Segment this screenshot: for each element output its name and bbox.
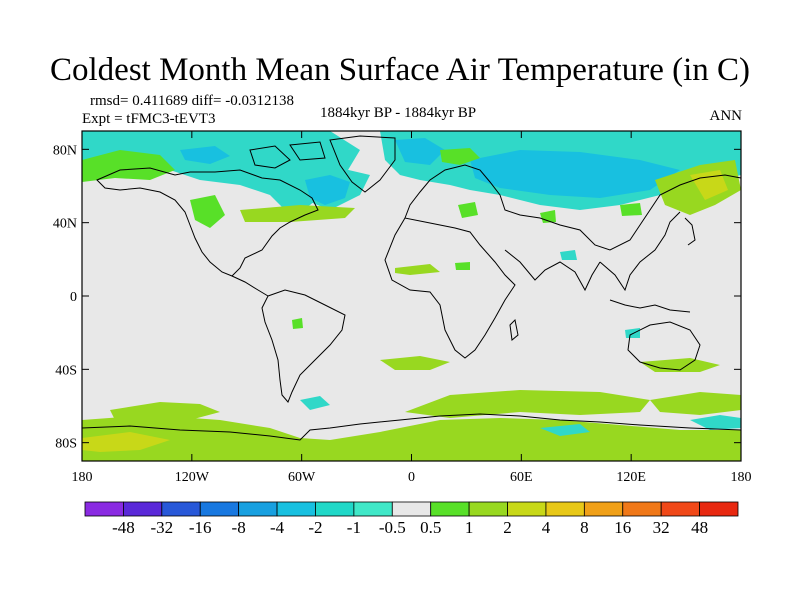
field-cyan-antarctic-bay bbox=[540, 424, 590, 436]
latitude-ticks: 80N 40N 0 40S 80S bbox=[53, 143, 741, 452]
field-green-south-atlantic bbox=[380, 356, 450, 370]
lat-tick-label: 40N bbox=[53, 217, 77, 232]
colorbar-swatch bbox=[622, 501, 662, 517]
field-green-barents bbox=[440, 148, 480, 165]
colorbar-label: 48 bbox=[691, 518, 708, 537]
field-cyan-australia bbox=[625, 328, 640, 338]
coast-canadian-arctic bbox=[249, 141, 326, 169]
lon-tick-label: 120W bbox=[175, 470, 210, 485]
field-cyan-arabia bbox=[560, 250, 577, 260]
coast-southeast-asia bbox=[599, 211, 681, 292]
field-blue-arctic-small bbox=[180, 146, 230, 164]
field-green-north-america bbox=[190, 195, 225, 228]
colorbar-label: 32 bbox=[653, 518, 670, 537]
field-green-southern-ocean-east bbox=[405, 390, 650, 418]
field-cyan-arctic-west bbox=[82, 131, 360, 215]
stats-label: rmsd= 0.411689 diff= -0.0312138 bbox=[90, 93, 294, 109]
colorbar-swatch bbox=[699, 501, 739, 517]
lon-tick-label: 180 bbox=[72, 470, 93, 485]
field-green-alaska bbox=[82, 150, 175, 182]
lat-tick-label: 0 bbox=[70, 290, 77, 305]
field-green-asia-2 bbox=[620, 203, 642, 216]
coast-indonesia bbox=[609, 299, 691, 313]
colorbar-swatch bbox=[507, 501, 547, 517]
colorbar-swatch bbox=[430, 501, 470, 517]
season-label: ANN bbox=[709, 108, 743, 124]
lat-tick-label: 40S bbox=[55, 363, 77, 378]
field-green-sa bbox=[292, 318, 303, 329]
longitude-ticks: 180 120W 60W 0 60E 120E 180 bbox=[72, 131, 752, 485]
colorbar-swatch bbox=[468, 501, 508, 517]
colorbar-swatch bbox=[315, 501, 355, 517]
lon-tick-label: 120E bbox=[616, 470, 646, 485]
lon-tick-label: 60W bbox=[288, 470, 316, 485]
coast-arabia-india bbox=[504, 249, 601, 292]
experiment-label: Expt = tFMC3-tEVT3 bbox=[82, 111, 216, 127]
colorbar-label: -32 bbox=[150, 518, 173, 537]
colorbar-label: 8 bbox=[580, 518, 589, 537]
colorbar-label: 4 bbox=[542, 518, 551, 537]
colorbar-label: -1 bbox=[347, 518, 361, 537]
colorbar-label: -8 bbox=[232, 518, 246, 537]
coast-north-america bbox=[96, 167, 319, 277]
colorbar: -48 -32 -16 -8 -4 -2 -1 -0.5 0.5 1 2 4 8 16 32 48 bbox=[84, 501, 739, 537]
coast-japan bbox=[684, 217, 696, 246]
period-label: 1884kyr BP - 1884kyr BP bbox=[320, 105, 477, 121]
field-yellow-kamchatka bbox=[690, 170, 728, 200]
field-blue-canada bbox=[305, 175, 350, 205]
colorbar-swatch bbox=[123, 501, 163, 517]
colorbar-label: -4 bbox=[270, 518, 285, 537]
field-blue-greenland bbox=[395, 138, 445, 165]
lon-tick-label: 60E bbox=[510, 470, 533, 485]
colorbar-swatch bbox=[583, 501, 624, 517]
colorbar-label: 1 bbox=[465, 518, 474, 537]
colorbar-swatch bbox=[391, 501, 432, 517]
page-title: Coldest Month Mean Surface Air Temperatu… bbox=[50, 52, 750, 88]
lat-tick-label: 80N bbox=[53, 143, 77, 158]
colorbar-swatch bbox=[660, 501, 700, 517]
colorbar-label: -2 bbox=[308, 518, 322, 537]
field-blue-siberia bbox=[470, 150, 680, 198]
colorbar-swatch bbox=[276, 501, 316, 517]
colorbar-swatch bbox=[199, 501, 240, 517]
field-cyan-weddell bbox=[300, 396, 330, 410]
coast-greenland bbox=[329, 135, 396, 193]
field-green-southern-ocean-far-east bbox=[650, 392, 741, 415]
coast-africa bbox=[384, 217, 516, 359]
coast-europe bbox=[404, 164, 741, 251]
field-green-europe bbox=[458, 202, 478, 218]
field-green-africa bbox=[455, 262, 470, 270]
lon-tick-label: 0 bbox=[408, 470, 415, 485]
lon-tick-label: 180 bbox=[731, 470, 752, 485]
field-yellow-antarctica bbox=[82, 432, 170, 452]
coast-south-america bbox=[261, 289, 346, 403]
colorbar-label: 2 bbox=[503, 518, 512, 537]
field-green-atlantic bbox=[240, 205, 355, 222]
coast-antarctica bbox=[82, 413, 741, 441]
field-cyan-ross bbox=[690, 415, 741, 430]
coastlines bbox=[82, 135, 741, 441]
colorbar-label: -16 bbox=[189, 518, 212, 537]
colorbar-swatch bbox=[545, 501, 585, 517]
colorbar-swatch bbox=[161, 501, 201, 517]
coast-central-america bbox=[231, 275, 269, 297]
colorbar-label: -48 bbox=[112, 518, 135, 537]
colorbar-label: -0.5 bbox=[379, 518, 406, 537]
field-green-sahara bbox=[395, 264, 440, 275]
colorbar-swatch bbox=[353, 501, 393, 517]
colorbar-label: 16 bbox=[614, 518, 631, 537]
colorbar-label: 0.5 bbox=[420, 518, 441, 537]
anomaly-field bbox=[82, 131, 741, 461]
colorbar-swatch bbox=[84, 501, 124, 517]
coast-australia bbox=[627, 321, 701, 371]
colorbar-swatch bbox=[238, 501, 278, 517]
coast-madagascar bbox=[509, 318, 519, 341]
lat-tick-label: 80S bbox=[55, 437, 77, 452]
